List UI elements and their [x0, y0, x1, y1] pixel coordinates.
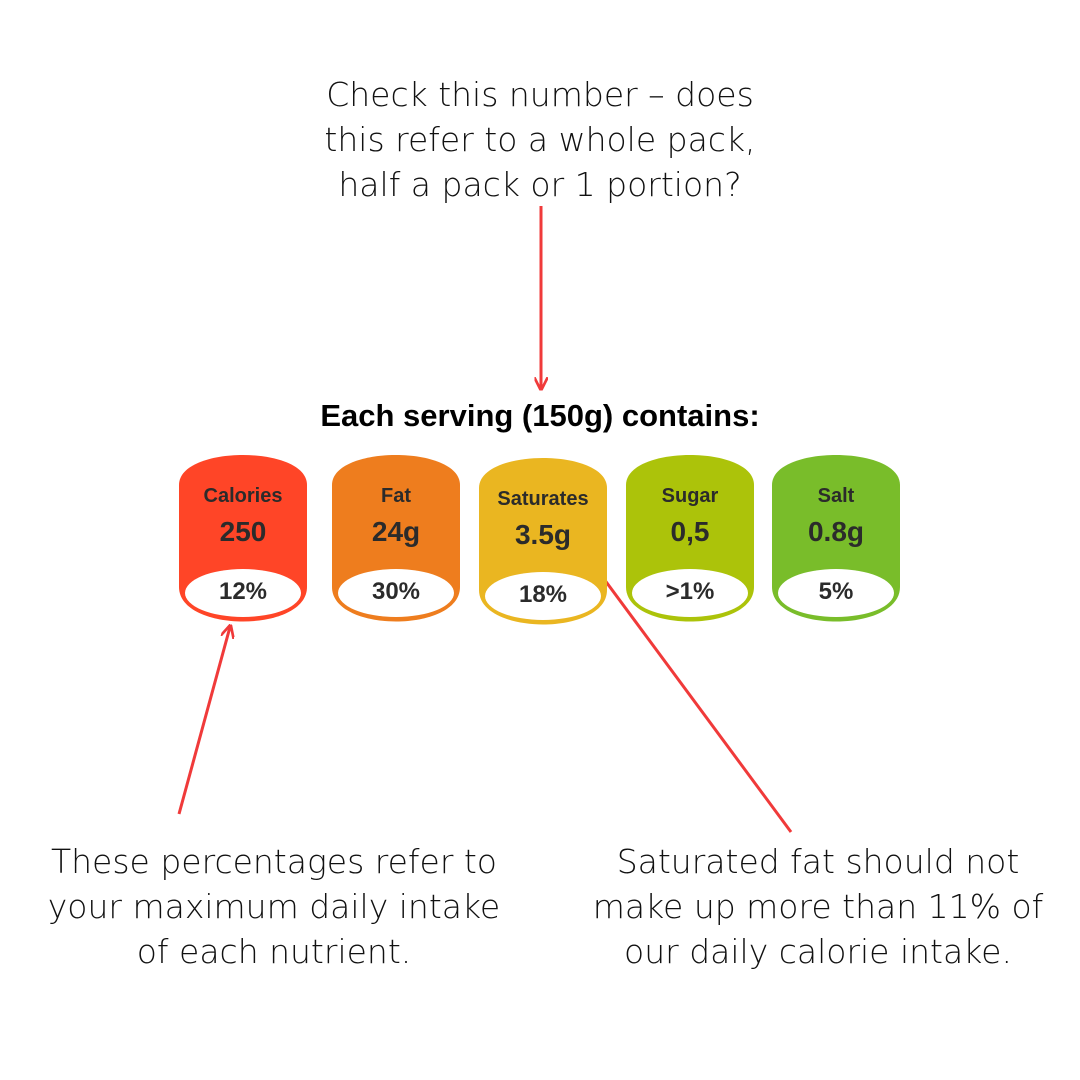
arrow-right	[587, 556, 793, 833]
nutrient-name-sugar: Sugar	[661, 485, 719, 507]
nutrient-percent-saturates: 18%	[518, 581, 568, 608]
nutrient-value-sugar: 0,5	[670, 516, 710, 547]
percent-oval-saturates	[485, 572, 601, 620]
top-annotation: Check this number – does this refer to a…	[324, 75, 756, 204]
percent-oval-sugar	[632, 569, 748, 617]
percent-oval-salt	[778, 569, 894, 617]
nutrient-name-fat: Fat	[381, 485, 411, 507]
nutrient-name-calories: Calories	[203, 485, 283, 507]
percent-oval-fat	[338, 569, 454, 617]
serving-heading: Each serving (150g) contains:	[320, 398, 760, 433]
nutrient-can-saturates	[479, 458, 607, 625]
nutrient-name-salt: Salt	[817, 485, 855, 507]
nutrient-percent-sugar: >1%	[665, 578, 715, 605]
nutrient-value-calories: 250	[219, 516, 267, 547]
arrow-left	[177, 627, 230, 815]
nutrient-can-fat	[332, 455, 460, 622]
nutrient-value-fat: 24g	[371, 516, 421, 547]
nutrient-can-calories	[179, 455, 307, 622]
nutrient-name-saturates: Saturates	[497, 488, 589, 510]
nutrient-percent-salt: 5%	[818, 578, 854, 605]
percent-oval-calories	[185, 569, 301, 617]
nutrient-percent-fat: 30%	[371, 578, 421, 605]
nutrient-can-sugar	[626, 455, 754, 622]
nutrient-can-salt	[772, 455, 900, 622]
nutrient-percent-calories: 12%	[218, 578, 268, 605]
nutrient-value-salt: 0.8g	[807, 516, 865, 547]
right-annotation: Saturated fat should not make up more th…	[592, 842, 1044, 971]
nutrient-value-saturates: 3.5g	[514, 519, 572, 550]
left-annotation: These percentages refer to your maximum …	[47, 842, 501, 971]
